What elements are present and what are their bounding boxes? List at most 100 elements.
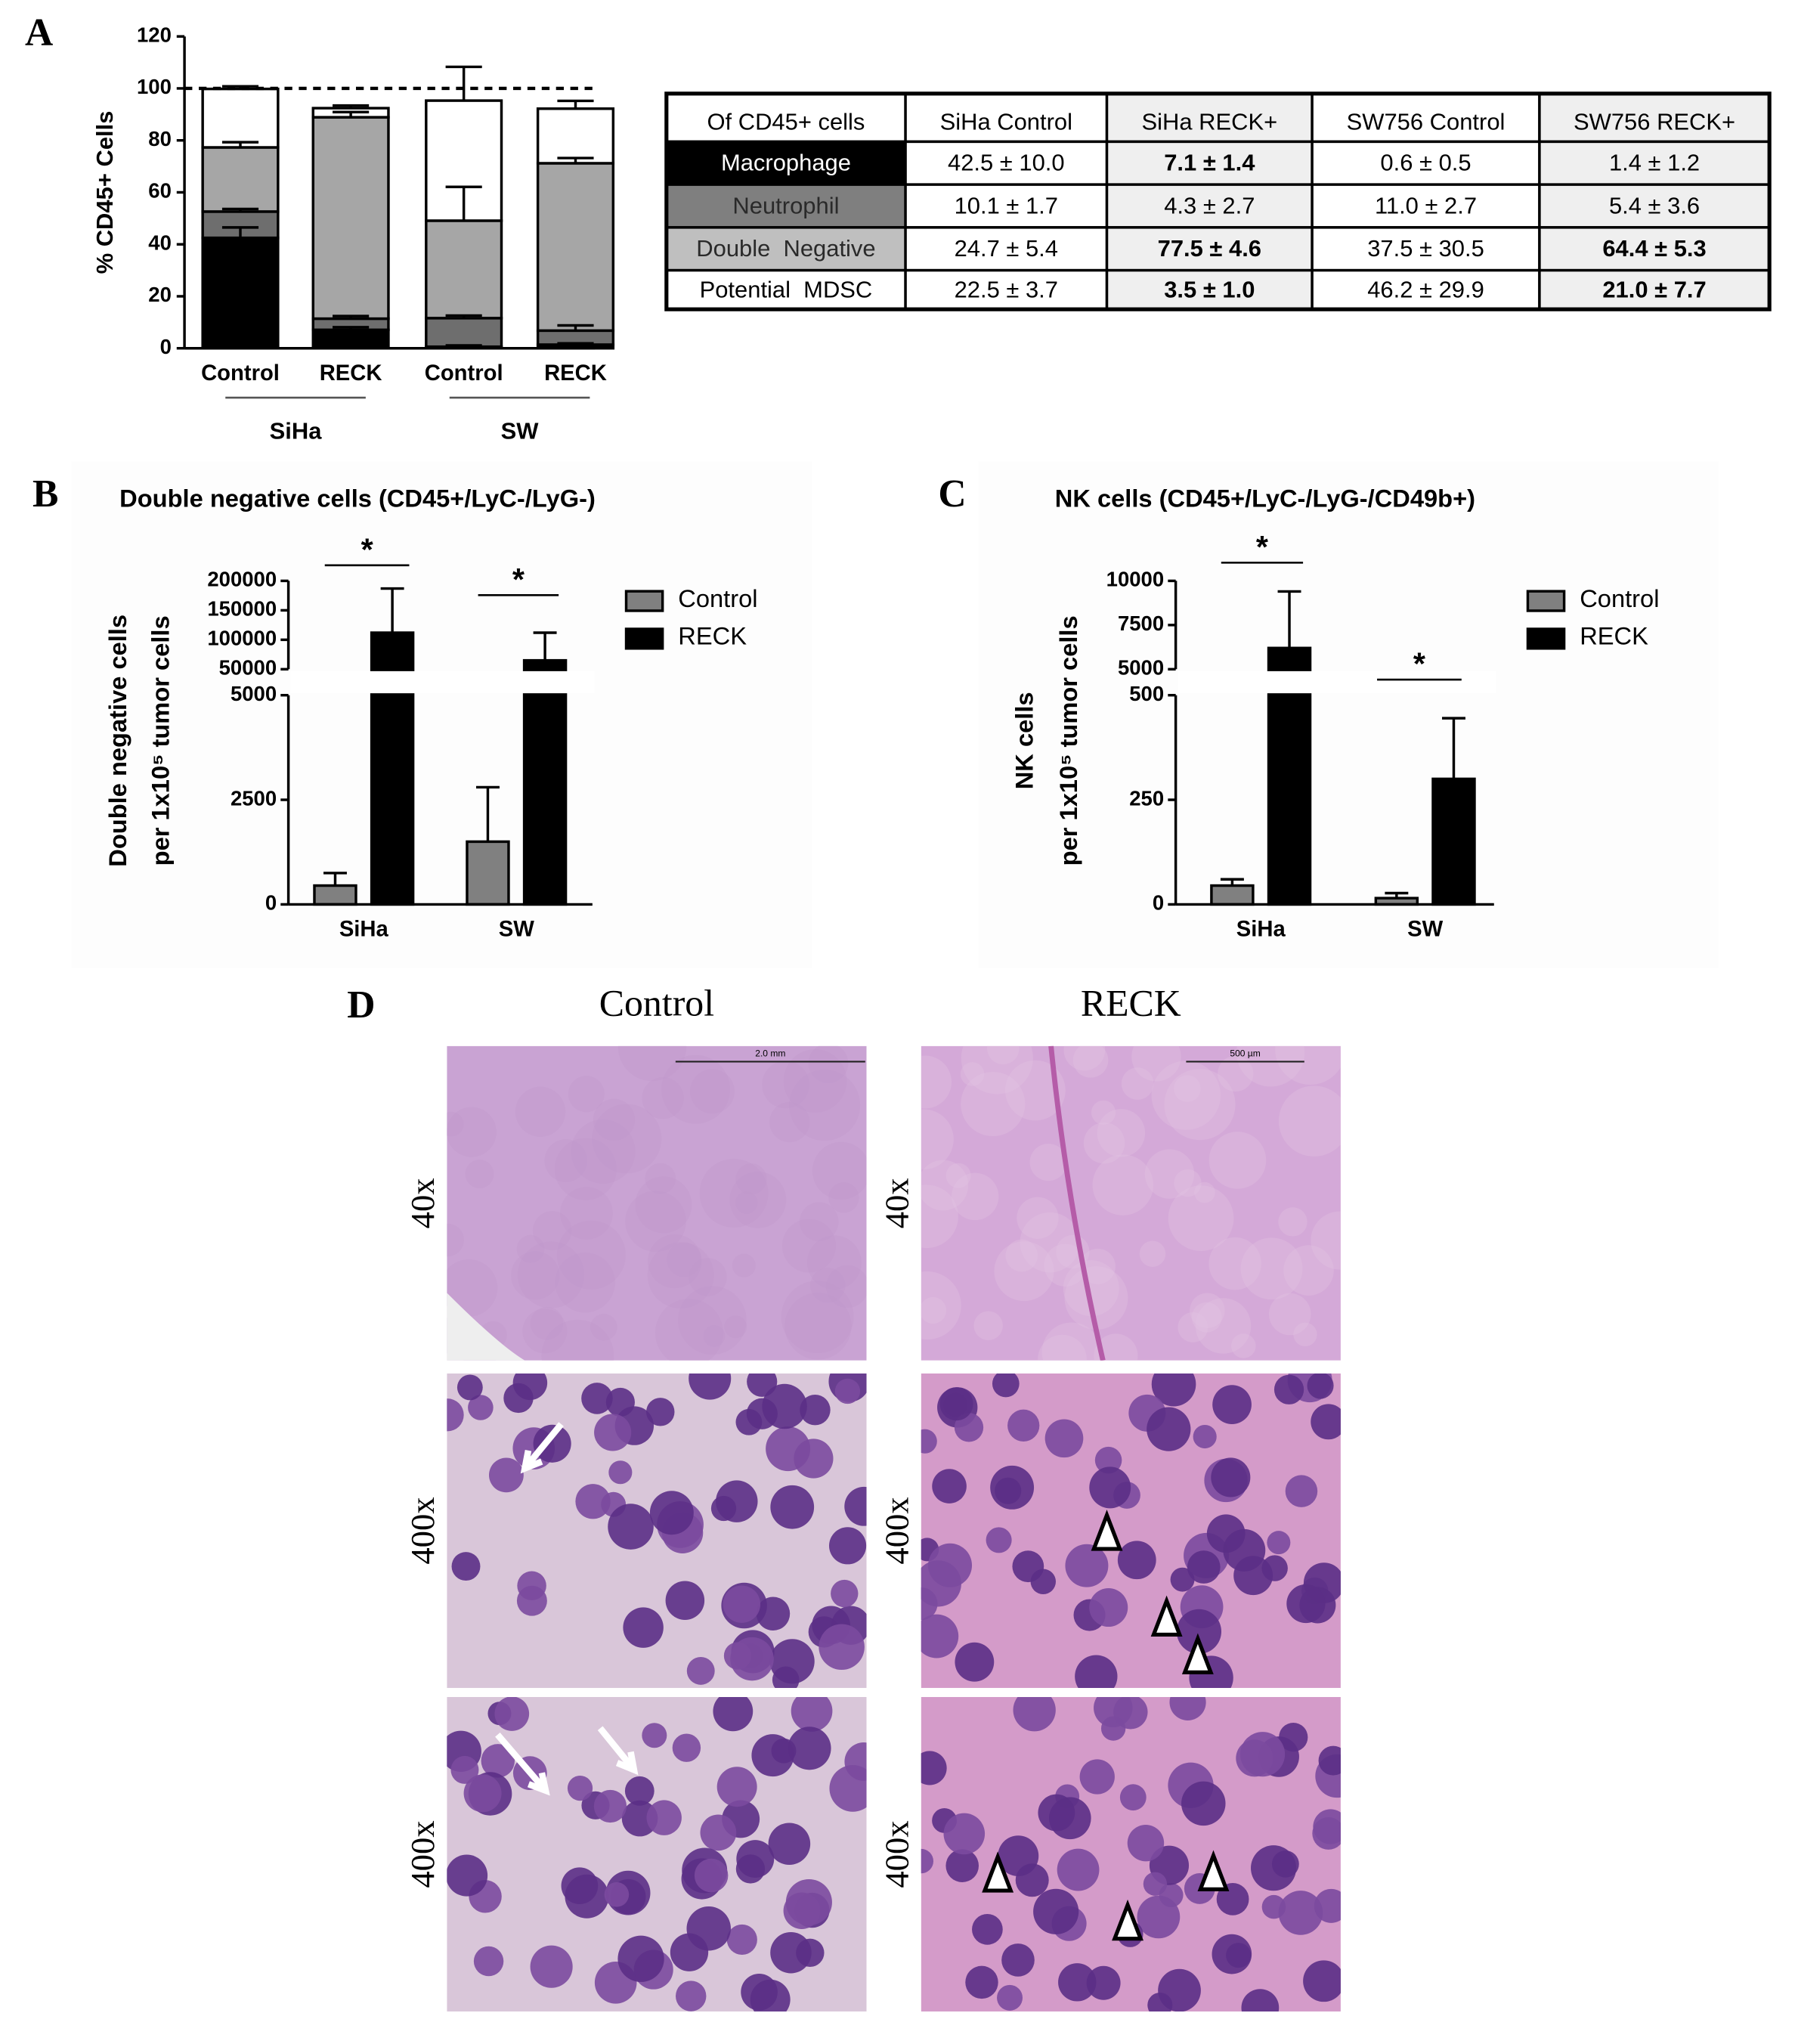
texture [661, 1055, 730, 1124]
x-tick-label: SiHa [1236, 918, 1286, 942]
arrowhead-marker [1112, 1899, 1143, 1941]
axis-break-gap [1178, 670, 1496, 694]
texture [1072, 1045, 1109, 1078]
nucleus [762, 1383, 807, 1429]
y-tick-label: 120 [137, 23, 172, 46]
nucleus [1212, 1385, 1252, 1425]
nucleus [1057, 1848, 1100, 1891]
x-tick-label: SiHa [339, 918, 389, 942]
bar-segment [536, 162, 615, 333]
nucleus [494, 1696, 530, 1731]
texture [812, 1141, 867, 1200]
nucleus [646, 1398, 675, 1426]
nucleus [489, 1457, 524, 1493]
column-title: RECK [1081, 983, 1181, 1024]
table-cell-text: 1.4 ± 1.2 [1609, 150, 1700, 176]
texture [555, 1252, 615, 1313]
table-cell-text: 7.1 ± 1.4 [1164, 150, 1255, 176]
texture [1083, 1122, 1125, 1164]
x-tick-label: Control [201, 361, 280, 386]
nucleus [623, 1607, 664, 1648]
y-tick-label: 0 [265, 891, 277, 915]
texture [732, 1253, 756, 1278]
nucleus [1151, 1373, 1196, 1407]
scale-bar-label: 500 µm [1230, 1048, 1260, 1058]
texture [921, 1055, 952, 1109]
texture [1139, 1240, 1166, 1267]
texture [655, 1299, 723, 1361]
nucleus [921, 1848, 933, 1874]
error-bar [1220, 878, 1244, 886]
arrow-head [527, 1772, 550, 1796]
nucleus [594, 1414, 632, 1451]
nucleus [1206, 1514, 1246, 1553]
table-cell [1538, 268, 1771, 311]
nucleus [921, 1751, 947, 1785]
nucleus [517, 1571, 546, 1600]
y-tick-label: 5000 [1118, 656, 1164, 680]
bar-segment [311, 116, 390, 321]
y-tick-label: 100 [137, 75, 172, 98]
nucleus [943, 1813, 986, 1855]
nucleus [992, 1373, 1020, 1398]
nucleus [468, 1395, 494, 1420]
texture [1174, 1075, 1201, 1102]
significance-label: * [361, 532, 374, 567]
y-tick-label: 7500 [1118, 612, 1164, 635]
texture [1231, 1333, 1256, 1358]
legend-swatch [1526, 590, 1566, 612]
nucleus [772, 1666, 800, 1688]
texture [921, 1296, 947, 1324]
texture [1218, 1055, 1254, 1092]
table-row-label: Neutrophil [732, 192, 839, 218]
texture [806, 1235, 862, 1290]
table-cell-text: 21.0 ± 7.7 [1602, 276, 1706, 302]
table-header: SW756 RECK+ [1574, 109, 1735, 135]
texture [828, 1182, 859, 1213]
nucleus [1193, 1424, 1217, 1449]
bar-segment [425, 219, 503, 320]
arrow-head [520, 1450, 543, 1474]
table-cell [1538, 140, 1771, 186]
panel-label: A [25, 11, 53, 54]
nucleus [608, 1504, 654, 1550]
texture [568, 1076, 605, 1113]
texture [1064, 1266, 1128, 1330]
texture [921, 1271, 961, 1340]
x-tick-label: SW [1407, 918, 1443, 942]
nucleus [834, 1378, 861, 1404]
nucleus [1089, 1588, 1128, 1627]
nucleus [1169, 1696, 1206, 1720]
nucleus [965, 1965, 998, 1999]
nucleus [713, 1696, 754, 1732]
table-cell-text: 42.5 ± 10.0 [948, 150, 1065, 176]
texture [592, 1104, 662, 1174]
nucleus [686, 1656, 715, 1685]
micrograph: 2.0 mm [447, 1045, 867, 1361]
nucleus [945, 1849, 979, 1882]
legend-swatch [624, 627, 664, 650]
texture [729, 1171, 787, 1228]
texture [1191, 1302, 1222, 1333]
texture [560, 1187, 613, 1240]
magnification-label: 40x [404, 1178, 441, 1228]
nucleus [831, 1579, 859, 1608]
error-bar [445, 344, 482, 347]
texture [678, 1286, 747, 1355]
nucleus [1311, 1404, 1341, 1440]
nucleus [1261, 1894, 1286, 1919]
texture [994, 1241, 1054, 1302]
nucleus [1261, 1555, 1288, 1581]
nucleus [819, 1624, 865, 1671]
texture [648, 1234, 702, 1289]
nucleus [736, 1840, 775, 1878]
texture [689, 1069, 735, 1114]
texture [522, 1308, 568, 1354]
nucleus [1211, 1457, 1251, 1497]
texture [1151, 1061, 1221, 1130]
error-bar [333, 314, 370, 319]
nucleus [1075, 1655, 1118, 1688]
micrograph [447, 1696, 867, 2011]
nucleus [751, 1734, 794, 1777]
error-bar [475, 785, 500, 842]
